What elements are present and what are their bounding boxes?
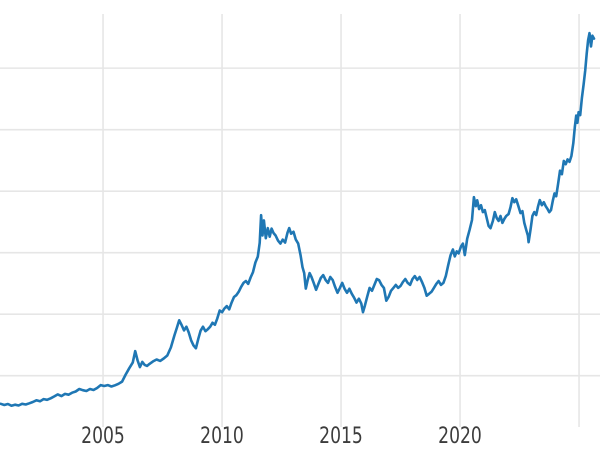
x-gridlines [102, 14, 580, 427]
x-tick-label-2020: 2020 [438, 424, 482, 449]
price-line [0, 31, 596, 407]
x-tick-label-2010: 2010 [200, 424, 244, 449]
x-tick-label-2015: 2015 [319, 424, 363, 449]
x-tick-label-2005: 2005 [81, 424, 125, 449]
